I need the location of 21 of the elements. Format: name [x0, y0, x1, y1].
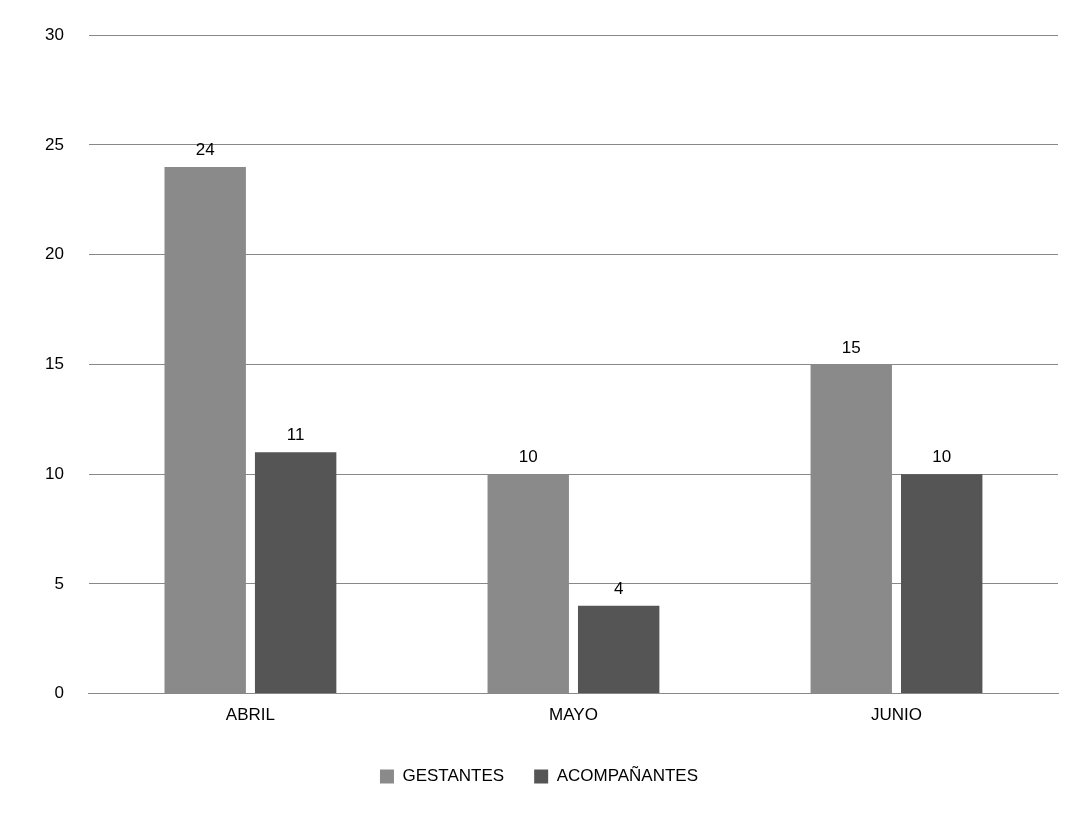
- legend-label: ACOMPAÑANTES: [556, 766, 699, 786]
- data-label: 24: [195, 140, 215, 160]
- data-label: 10: [518, 447, 538, 467]
- legend-label: GESTANTES: [402, 766, 505, 786]
- y-tick-label: 5: [54, 573, 64, 593]
- x-tick-label: JUNIO: [870, 705, 922, 725]
- bar: [901, 474, 983, 694]
- y-tick-label: 10: [44, 463, 64, 483]
- y-tick-label: 25: [44, 134, 64, 154]
- bar: [577, 605, 660, 694]
- data-label: 10: [932, 447, 952, 467]
- y-tick-label: 30: [44, 24, 64, 44]
- bar: [254, 452, 337, 694]
- y-tick-label: 15: [44, 354, 64, 374]
- x-tick-label: MAYO: [549, 705, 598, 725]
- x-tick-label: ABRIL: [225, 705, 275, 725]
- y-tick-label: 0: [54, 683, 64, 703]
- data-label: 11: [286, 425, 305, 445]
- data-label: 4: [613, 579, 624, 598]
- data-label: 15: [841, 337, 861, 357]
- y-tick-label: 20: [44, 244, 64, 264]
